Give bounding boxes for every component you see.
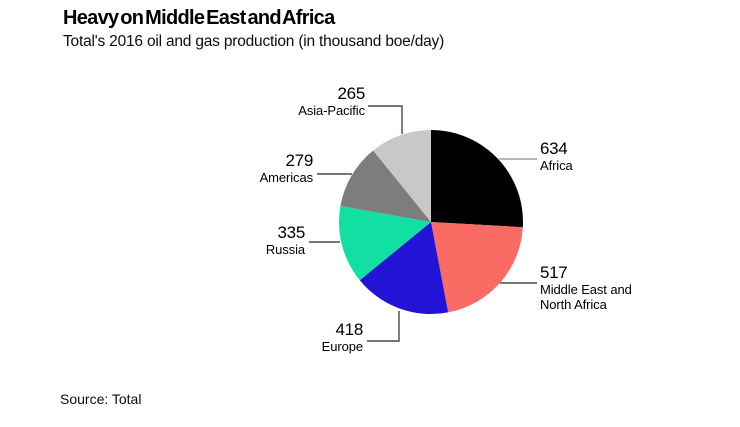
pie-slice-middle-east-and-north-africa — [431, 222, 523, 313]
slice-name: Russia — [265, 242, 305, 257]
leader-line-europe — [367, 311, 400, 342]
slice-name: Asia-Pacific — [298, 103, 365, 118]
slice-label-africa: 634 Africa — [540, 139, 573, 173]
slice-label-americas: 279 Americas — [259, 151, 314, 185]
slice-label-russia: 335 Russia — [266, 223, 305, 257]
slice-value: 335 — [277, 223, 306, 242]
slice-value: 279 — [285, 151, 314, 170]
slice-value: 517 — [540, 263, 568, 282]
leader-lines — [309, 105, 537, 342]
slice-value: 265 — [337, 84, 366, 103]
slice-name: Middle East and North Africa — [540, 282, 632, 312]
slice-name: Europe — [321, 339, 363, 354]
slice-name: Americas — [259, 170, 313, 185]
chart-subtitle: Total's 2016 oil and gas production (in … — [63, 33, 445, 50]
pie-slice-asia-pacific — [373, 130, 431, 222]
slice-value: 634 — [540, 139, 568, 158]
leader-line-asia-pacific — [368, 105, 403, 134]
pie-slice-europe — [359, 222, 449, 315]
pie-slice-russia — [339, 206, 431, 281]
pie-slice-americas — [340, 150, 431, 222]
source-attribution: Source: Total — [60, 391, 142, 407]
pie-slices — [339, 130, 523, 315]
pie-slice-africa — [431, 130, 523, 228]
chart-title: Heavy on Middle East and Africa — [63, 7, 335, 29]
slice-name: Africa — [540, 158, 573, 173]
slice-label-asia-pacific: 265 Asia-Pacific — [298, 84, 365, 118]
slice-value: 418 — [335, 320, 364, 339]
slice-label-middle-east-north-africa: 517 Middle East and North Africa — [540, 263, 658, 312]
slice-label-europe: 418 Europe — [321, 320, 364, 354]
